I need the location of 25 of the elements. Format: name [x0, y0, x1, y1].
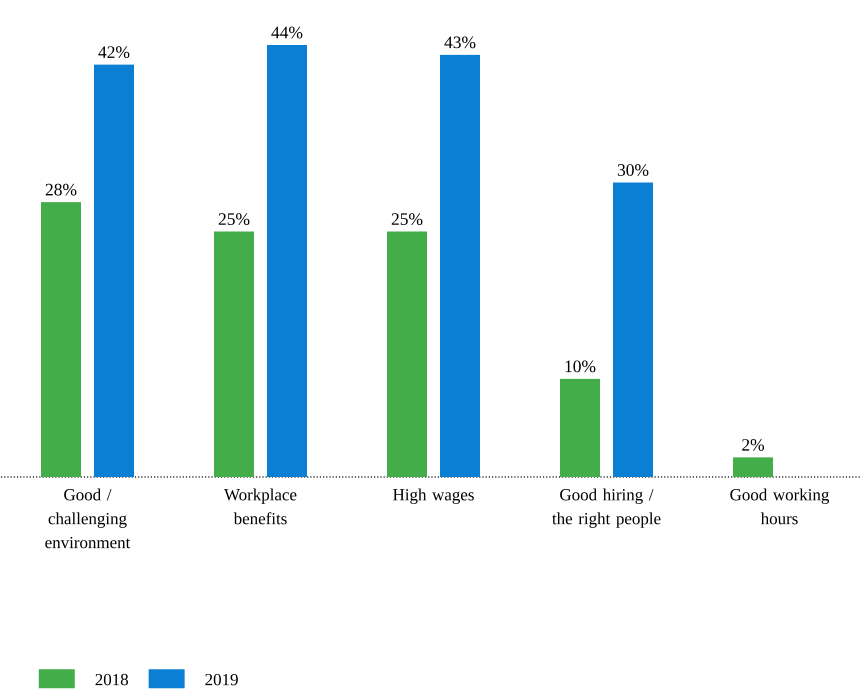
data-label: 2%: [742, 439, 764, 451]
data-label: 25%: [218, 213, 250, 226]
data-label: 44%: [271, 26, 302, 38]
x-tick-label: High wages: [393, 488, 474, 504]
data-label: 25%: [392, 213, 422, 226]
x-tick-label: Good / challenging environment: [45, 488, 130, 548]
bar: [267, 45, 308, 477]
bar: [214, 232, 254, 477]
data-label: 28%: [46, 184, 76, 196]
x-tick-label: Workplace benefits: [224, 488, 296, 524]
data-label: 42%: [98, 46, 130, 58]
bar: [560, 378, 600, 477]
x-tick-label: Good hiring / the right people: [552, 488, 660, 528]
bar: [41, 202, 81, 477]
bar: [94, 64, 134, 477]
bar: [387, 232, 428, 477]
legend-label: 2019: [205, 674, 238, 686]
data-label: 10%: [566, 360, 596, 372]
legend-label: 2018: [96, 674, 128, 686]
data-label: 30%: [618, 164, 648, 176]
bar: [613, 182, 654, 477]
data-label: 43%: [444, 36, 476, 48]
bar: [733, 457, 774, 477]
x-tick-label: Good working hours: [730, 488, 830, 524]
bar: [440, 54, 480, 477]
